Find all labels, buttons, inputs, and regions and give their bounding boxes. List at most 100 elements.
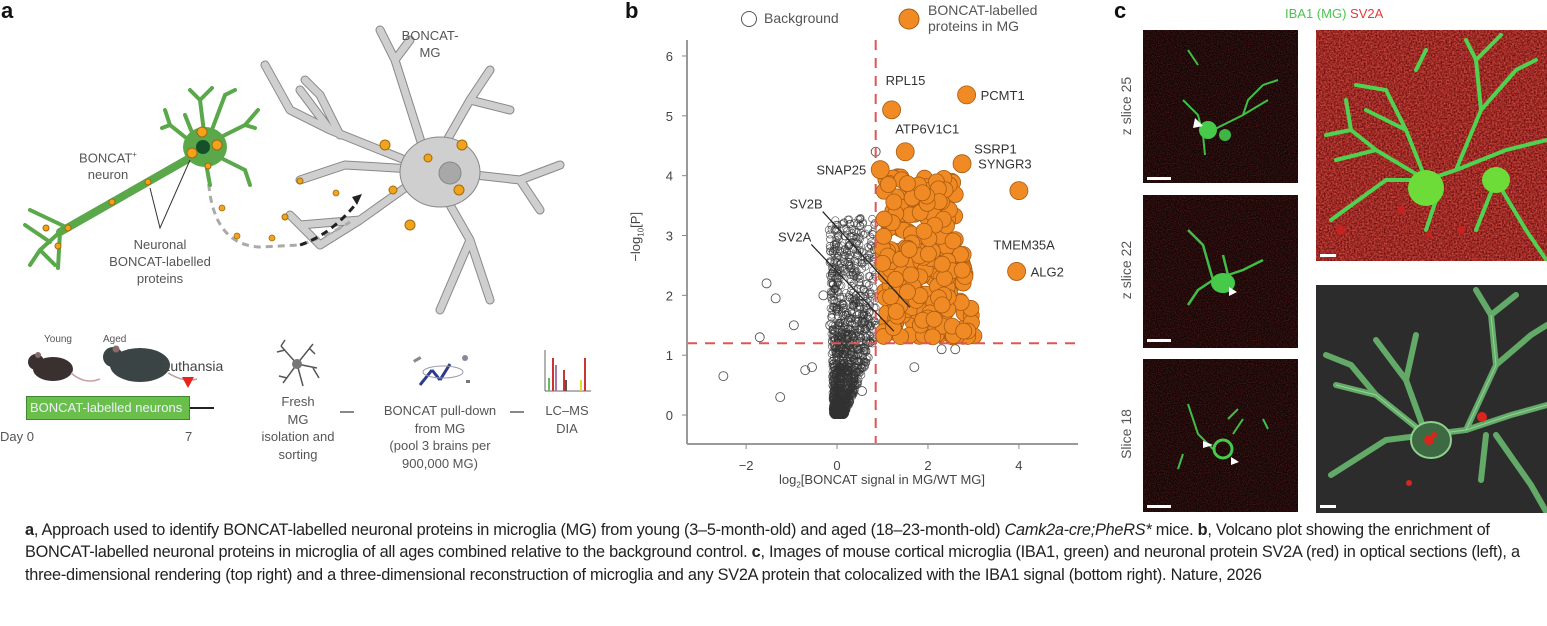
background-point bbox=[838, 340, 847, 349]
boncat-point-labelled bbox=[870, 160, 890, 180]
background-point bbox=[864, 321, 872, 330]
background-point bbox=[846, 274, 855, 283]
y-tick-label: 5 bbox=[666, 109, 673, 124]
background-point bbox=[861, 338, 870, 347]
point-label: TMEM35A bbox=[993, 237, 1055, 252]
ms-spectrum-icon bbox=[544, 350, 591, 392]
neuron-label-text: BONCAT bbox=[79, 150, 133, 166]
background-point bbox=[853, 237, 862, 246]
slice-label-25: z slice 25 bbox=[1118, 76, 1134, 136]
young-label: Young bbox=[44, 334, 72, 345]
background-point bbox=[856, 284, 865, 293]
caption-b-label: b bbox=[1197, 521, 1208, 539]
boncat-point bbox=[887, 303, 905, 320]
background-point bbox=[839, 409, 848, 418]
background-point bbox=[800, 365, 811, 376]
background-point bbox=[843, 392, 852, 401]
step2-line1: BONCAT pull-down bbox=[383, 403, 497, 418]
point-label: SNAP25 bbox=[816, 163, 866, 178]
background-point bbox=[831, 264, 840, 273]
boncat-point bbox=[885, 193, 903, 211]
xlabel-sub: 2 bbox=[796, 480, 801, 490]
background-point bbox=[869, 316, 878, 325]
background-point bbox=[754, 332, 765, 343]
boncat-point bbox=[899, 175, 916, 193]
mice-icon bbox=[28, 345, 198, 382]
background-point bbox=[862, 347, 871, 356]
legend-background-label: Background bbox=[764, 10, 839, 26]
point-label: RPL15 bbox=[886, 73, 926, 88]
background-point bbox=[848, 225, 857, 233]
legend-background-marker bbox=[741, 11, 757, 27]
background-point bbox=[842, 380, 851, 389]
step-pulldown: BONCAT pull-down from MG (pool 3 brains … bbox=[384, 402, 496, 472]
background-point bbox=[843, 340, 851, 349]
background-point bbox=[852, 296, 861, 305]
y-tick-label: 6 bbox=[666, 49, 673, 64]
background-point bbox=[855, 280, 864, 289]
background-point bbox=[827, 225, 836, 234]
title-iba1: IBA1 (MG) bbox=[1285, 6, 1347, 21]
background-point bbox=[770, 293, 781, 304]
background-point bbox=[818, 290, 829, 301]
background-point bbox=[841, 373, 850, 382]
background-point bbox=[839, 265, 848, 274]
background-point bbox=[844, 362, 853, 371]
point-label: ATP6V1C1 bbox=[895, 122, 959, 137]
point-label: SV2B bbox=[789, 197, 822, 212]
caption-c-text: , Images of mouse cortical microglia (IB… bbox=[25, 543, 1520, 584]
point-label: SYNGR3 bbox=[978, 157, 1031, 172]
y-tick-label: 0 bbox=[666, 408, 673, 423]
background-point bbox=[828, 249, 837, 257]
panel-b-label: b bbox=[625, 0, 639, 23]
background-point bbox=[850, 350, 859, 359]
background-point bbox=[859, 346, 868, 355]
background-point bbox=[855, 301, 863, 310]
background-point bbox=[825, 230, 834, 239]
neuron-label-line2: neuron bbox=[87, 167, 129, 183]
background-point bbox=[857, 386, 867, 397]
figure-caption: a, Approach used to identify BONCAT-labe… bbox=[25, 519, 1540, 586]
background-point bbox=[826, 304, 835, 313]
boncat-point bbox=[933, 296, 951, 314]
background-point bbox=[849, 370, 858, 379]
background-point bbox=[848, 334, 857, 343]
background-point bbox=[856, 235, 864, 244]
x-tick-label: 0 bbox=[833, 458, 840, 473]
image-3d-rendering bbox=[1316, 30, 1547, 261]
background-point bbox=[859, 343, 868, 352]
y-axis-label: −log10[P] bbox=[628, 212, 646, 262]
background-point bbox=[827, 288, 836, 297]
step1-line3: isolation and bbox=[261, 429, 335, 444]
boncat-point bbox=[915, 222, 933, 240]
background-point bbox=[843, 381, 852, 389]
background-point bbox=[844, 316, 852, 324]
proteins-label-line3: proteins bbox=[136, 271, 184, 286]
background-point bbox=[826, 247, 835, 256]
background-point bbox=[830, 296, 839, 305]
background-point bbox=[849, 271, 857, 279]
boncat-point bbox=[920, 245, 937, 263]
scale-bar bbox=[1320, 505, 1336, 508]
background-point bbox=[846, 232, 855, 241]
point-label: PCMT1 bbox=[981, 88, 1025, 103]
background-point bbox=[864, 272, 873, 281]
background-point bbox=[870, 317, 879, 326]
point-label: ALG2 bbox=[1031, 264, 1064, 279]
euthanasia-marker-icon bbox=[182, 377, 194, 388]
background-point bbox=[856, 368, 865, 377]
background-point bbox=[833, 274, 842, 283]
boncat-point bbox=[879, 176, 897, 193]
boncat-point bbox=[925, 310, 943, 328]
neuron-illustration bbox=[23, 86, 260, 270]
background-point bbox=[833, 332, 842, 341]
background-point bbox=[836, 259, 845, 268]
background-point bbox=[788, 320, 799, 331]
xlabel-main: log bbox=[778, 472, 797, 487]
image-z-slice-25 bbox=[1143, 30, 1298, 183]
background-point bbox=[840, 358, 849, 367]
boncat-point bbox=[875, 210, 893, 228]
pulldown-icon bbox=[413, 355, 470, 386]
background-point bbox=[825, 241, 834, 250]
background-point bbox=[831, 216, 840, 225]
